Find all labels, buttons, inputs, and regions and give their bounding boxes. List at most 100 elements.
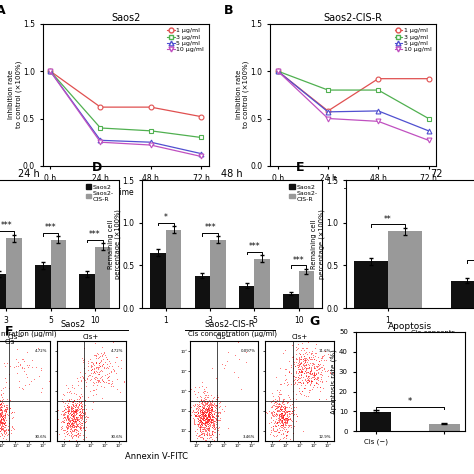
Point [0, 384, 6, 392]
Point [192, 412, 200, 419]
Point [286, 395, 294, 402]
Point [69, 413, 76, 420]
Point [68, 414, 76, 421]
Point [196, 427, 204, 435]
Point [273, 407, 281, 414]
Point [268, 397, 275, 404]
Point [88, 372, 95, 380]
Point [189, 406, 197, 414]
Point [204, 414, 211, 421]
Point [202, 411, 210, 419]
Point [242, 348, 250, 356]
Point [190, 415, 197, 422]
Point [281, 416, 289, 423]
Point [72, 423, 80, 430]
Point [207, 391, 214, 399]
Point [71, 407, 79, 415]
Point [204, 391, 211, 399]
Point [95, 363, 102, 370]
Point [287, 416, 295, 424]
Point [278, 413, 286, 420]
Point [61, 435, 68, 443]
Point [289, 377, 297, 385]
Point [285, 421, 293, 429]
Point [303, 366, 310, 374]
Point [203, 388, 211, 395]
Point [213, 401, 221, 409]
Point [268, 426, 275, 434]
Point [0, 416, 3, 423]
Point [205, 428, 212, 435]
Point [283, 403, 291, 411]
Point [201, 427, 209, 435]
Point [205, 402, 213, 410]
Point [194, 409, 202, 417]
Point [0, 433, 2, 441]
Point [301, 356, 309, 364]
Point [301, 349, 309, 356]
Point [0, 418, 1, 425]
X-axis label: Cis concentr...: Cis concentr... [411, 330, 461, 336]
Point [209, 417, 217, 424]
Point [68, 408, 75, 415]
Point [205, 410, 212, 418]
Point [193, 404, 201, 412]
Point [271, 410, 278, 418]
Point [277, 410, 285, 418]
Point [66, 428, 74, 435]
Point [291, 375, 299, 383]
Point [235, 338, 242, 346]
Point [0, 428, 4, 435]
Point [275, 437, 283, 444]
Point [281, 406, 288, 413]
Point [0, 420, 6, 428]
Point [299, 364, 306, 371]
Point [0, 429, 3, 437]
Point [310, 369, 318, 377]
Point [0, 425, 1, 432]
Point [0, 410, 5, 418]
Point [0, 424, 8, 431]
Point [292, 403, 300, 410]
Point [209, 421, 216, 428]
Point [298, 368, 306, 375]
Point [202, 391, 210, 399]
Point [95, 376, 102, 384]
Point [290, 359, 298, 366]
Point [305, 337, 313, 345]
Point [78, 415, 85, 423]
Point [266, 430, 273, 438]
Point [207, 415, 215, 423]
Point [280, 415, 288, 423]
Point [213, 393, 221, 401]
Point [214, 393, 221, 401]
Point [209, 412, 217, 419]
Point [221, 402, 228, 410]
Point [67, 411, 75, 419]
Point [205, 418, 212, 425]
Point [1, 421, 9, 428]
Point [91, 365, 98, 373]
Point [84, 413, 92, 420]
Text: 4.72%: 4.72% [110, 349, 123, 353]
Point [198, 418, 206, 426]
Point [0, 395, 7, 402]
Point [199, 410, 206, 418]
Point [313, 366, 321, 374]
Point [64, 409, 72, 416]
Point [312, 371, 319, 378]
Point [0, 408, 5, 416]
Point [199, 425, 207, 432]
Point [282, 418, 289, 425]
Point [288, 410, 295, 417]
Point [82, 370, 89, 377]
Point [283, 417, 291, 424]
Point [0, 420, 3, 428]
Point [60, 408, 67, 415]
Point [2, 427, 10, 434]
Point [303, 376, 310, 383]
Point [276, 419, 284, 427]
Point [100, 383, 108, 391]
Point [297, 355, 304, 363]
Point [283, 399, 291, 406]
